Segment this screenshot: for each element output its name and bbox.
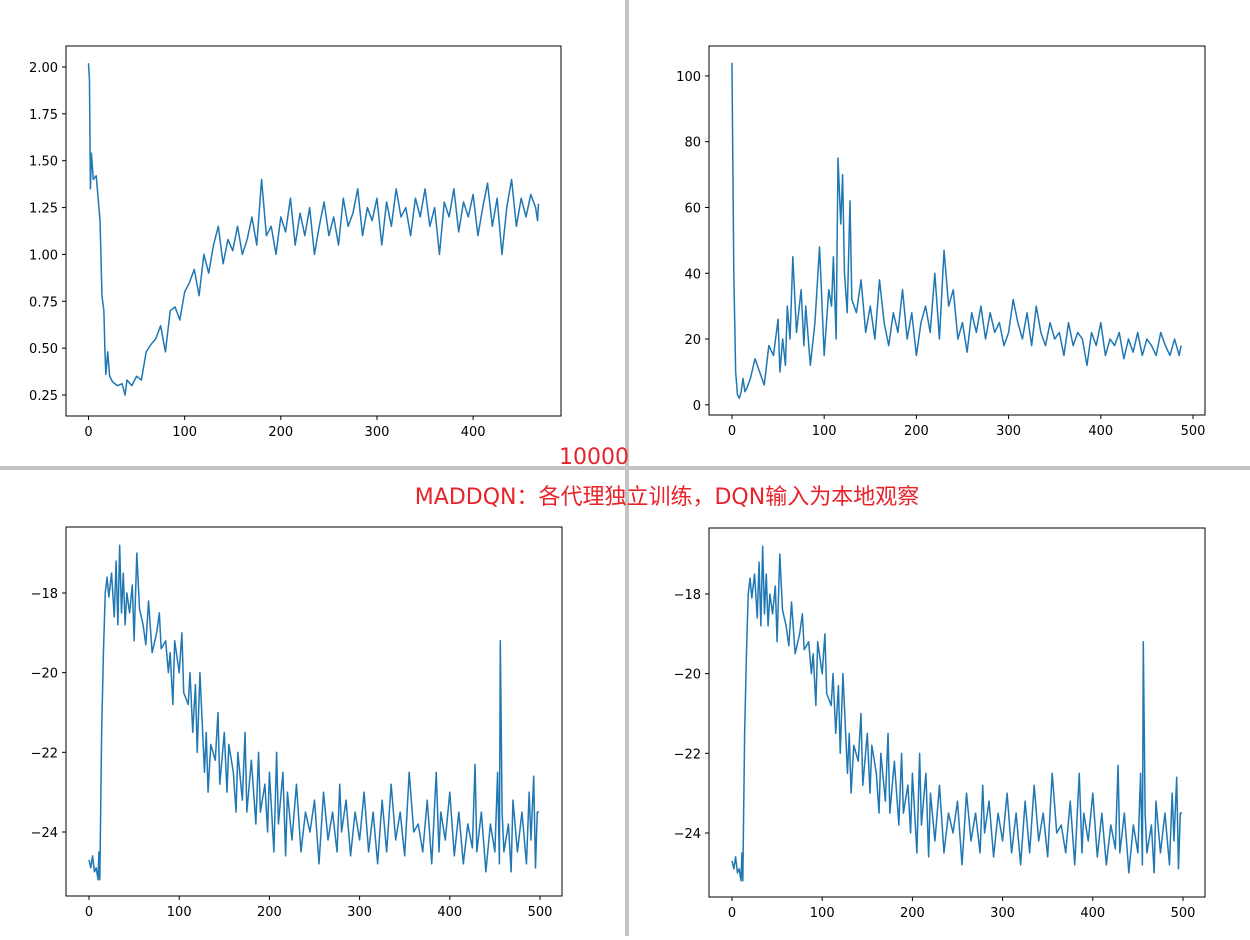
y-tick-label: 20: [684, 333, 701, 348]
y-tick-label: 0.75: [29, 295, 58, 310]
data-line: [731, 62, 1182, 399]
data-line: [88, 544, 540, 881]
y-tick-label: 1.75: [29, 108, 58, 123]
y-tick-label: −20: [674, 668, 701, 683]
y-tick-label: −22: [31, 746, 58, 761]
x-tick-label: 200: [268, 425, 293, 440]
y-tick-label: −20: [31, 667, 58, 682]
x-tick-label: 200: [257, 905, 282, 920]
x-tick-label: 500: [1181, 424, 1206, 439]
x-tick-label: 200: [900, 906, 925, 921]
y-tick-label: −22: [674, 747, 701, 762]
x-tick-label: 400: [437, 905, 462, 920]
y-tick-label: 60: [684, 201, 701, 216]
window-divider: [0, 466, 1250, 470]
x-tick-label: 100: [172, 425, 197, 440]
x-tick-label: 0: [85, 905, 93, 920]
x-tick-label: 300: [996, 424, 1021, 439]
x-tick-label: 0: [728, 424, 736, 439]
plot-frame: [708, 527, 1206, 898]
x-tick-label: 500: [1171, 906, 1196, 921]
x-tick-label: 100: [812, 424, 837, 439]
y-tick-label: 1.50: [29, 155, 58, 170]
data-line: [87, 63, 540, 396]
x-tick-label: 400: [1080, 906, 1105, 921]
annotation: 10000: [559, 445, 629, 470]
y-tick-label: −24: [674, 827, 701, 842]
x-tick-label: 200: [904, 424, 929, 439]
y-tick-label: 100: [676, 70, 701, 85]
y-tick-label: 1.00: [29, 248, 58, 263]
y-tick-label: 0: [693, 399, 701, 414]
y-tick-label: 40: [684, 267, 701, 282]
x-tick-label: 100: [167, 905, 192, 920]
y-tick-label: −18: [674, 588, 701, 603]
plot-frame: [708, 45, 1206, 416]
annotation: MADDQN：各代理独立训练，DQN输入为本地观察: [415, 485, 919, 510]
y-tick-label: 0.50: [29, 342, 58, 357]
plot-frame: [65, 45, 562, 417]
y-tick-label: −18: [31, 587, 58, 602]
plot-frame: [65, 526, 563, 897]
y-tick-label: 0.25: [29, 389, 58, 404]
x-tick-label: 400: [461, 425, 486, 440]
y-tick-label: 80: [684, 136, 701, 151]
y-tick-label: 2.00: [29, 61, 58, 76]
x-tick-label: 300: [365, 425, 390, 440]
y-tick-label: 1.25: [29, 202, 58, 217]
x-tick-label: 0: [728, 906, 736, 921]
x-tick-label: 0: [84, 425, 92, 440]
x-tick-label: 500: [528, 905, 553, 920]
y-tick-label: −24: [31, 826, 58, 841]
x-tick-label: 300: [990, 906, 1015, 921]
data-line: [731, 545, 1183, 882]
x-tick-label: 100: [810, 906, 835, 921]
x-tick-label: 300: [347, 905, 372, 920]
x-tick-label: 400: [1088, 424, 1113, 439]
